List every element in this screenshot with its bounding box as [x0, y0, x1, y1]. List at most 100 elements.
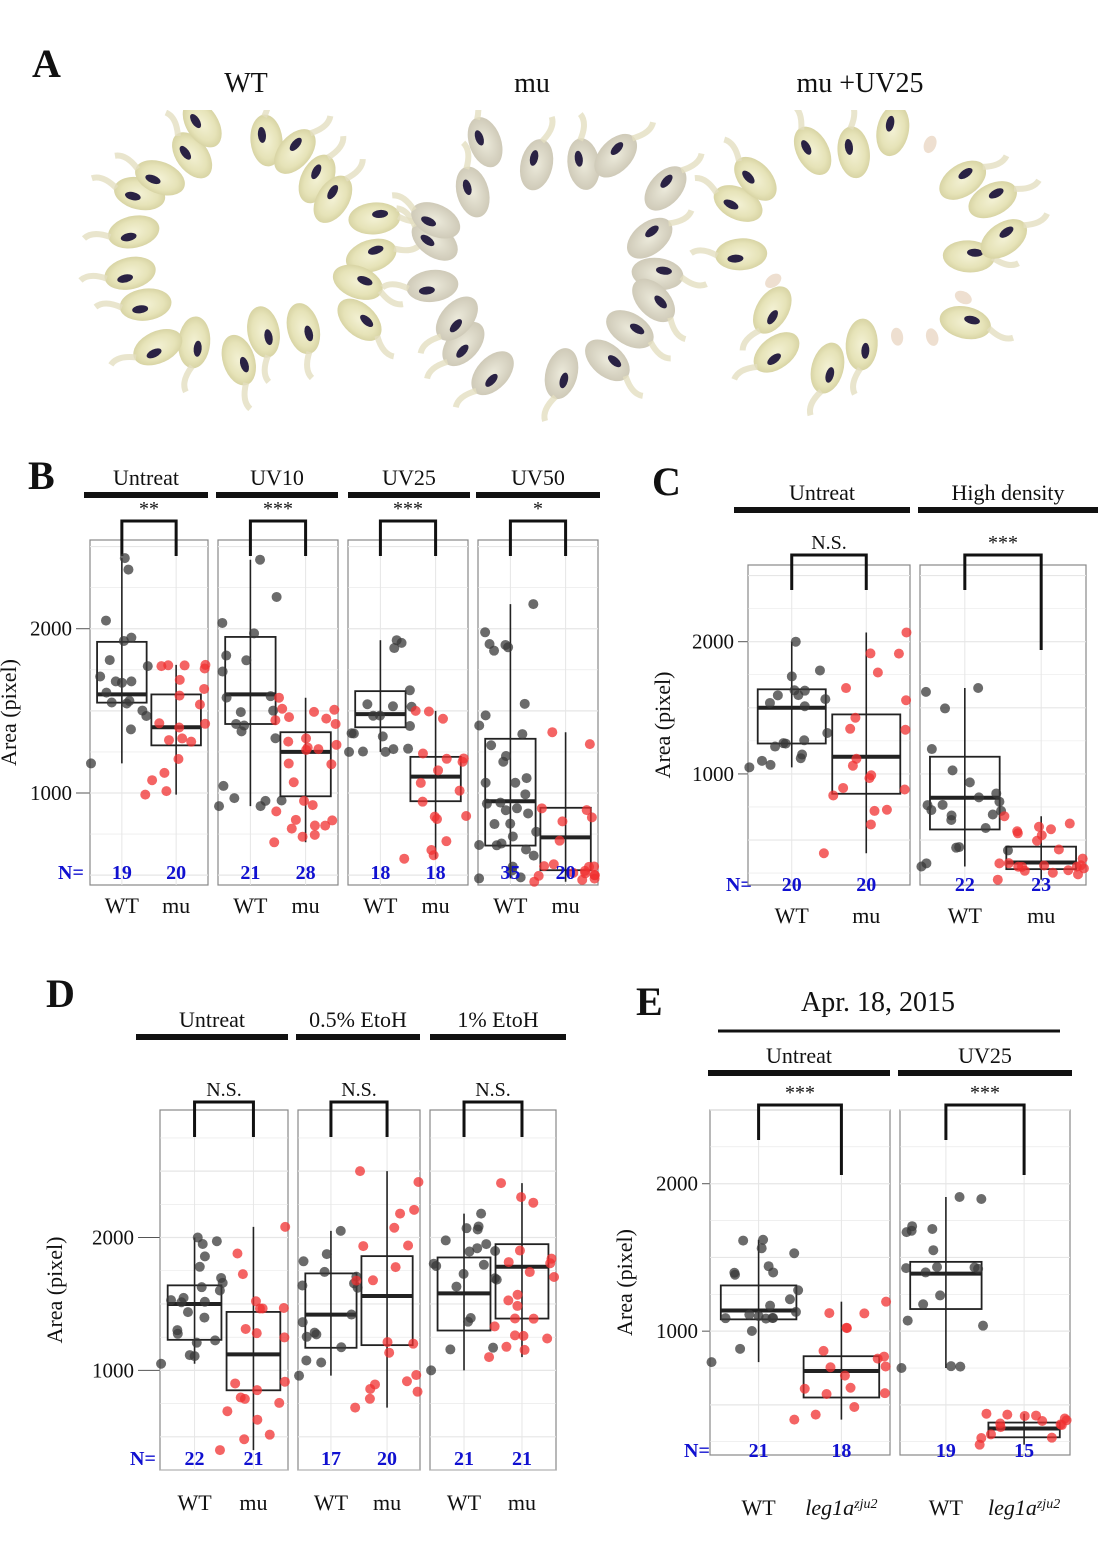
data-point [423, 706, 434, 717]
embryo-tail [668, 209, 695, 227]
embryo-yolk [876, 110, 910, 157]
data-point [178, 1292, 189, 1303]
data-point [159, 767, 170, 778]
embryo-eye [193, 340, 202, 357]
x-category-label: mu [162, 893, 190, 918]
data-point [586, 812, 597, 823]
data-point [239, 1393, 250, 1404]
data-point [271, 806, 282, 817]
n-count: 18 [831, 1440, 851, 1462]
significance-label: *** [785, 1082, 815, 1104]
n-count: 21 [243, 1448, 263, 1470]
embryo [455, 140, 490, 218]
data-point [297, 1280, 308, 1291]
data-point [581, 805, 592, 816]
data-point [820, 694, 831, 705]
embryo-eye [767, 353, 781, 365]
data-point [495, 797, 506, 808]
embryo [337, 298, 395, 360]
data-point [229, 793, 240, 804]
x-category-label: leg1azju2 [805, 1495, 877, 1520]
embryo-eye [120, 232, 137, 242]
data-point [301, 1355, 312, 1366]
data-point [918, 1299, 929, 1310]
data-point [380, 746, 391, 757]
embryo-yolk [104, 256, 156, 290]
embryo [923, 135, 937, 154]
data-point [790, 636, 801, 647]
data-point [1039, 860, 1050, 871]
data-point [252, 1414, 263, 1425]
data-point [154, 718, 165, 729]
embryo-tail [309, 115, 334, 137]
significance-label: ** [139, 498, 159, 520]
data-point [822, 727, 833, 738]
data-point [118, 635, 129, 646]
n-count: 21 [512, 1448, 532, 1470]
data-point [313, 744, 324, 755]
embryo-tail [424, 359, 449, 380]
data-point [221, 650, 232, 661]
data-point [279, 1332, 290, 1343]
data-point [849, 1401, 860, 1412]
data-point [554, 835, 565, 846]
panel-e-label: E [636, 979, 663, 1024]
data-point [935, 1290, 946, 1301]
data-point [140, 789, 151, 800]
embryo-dead [923, 135, 937, 154]
data-point [415, 777, 426, 788]
embryo-tail [1023, 212, 1050, 229]
significance-bracket [790, 553, 868, 590]
data-point [194, 1261, 205, 1272]
data-point [520, 789, 531, 800]
embryo-eye [304, 325, 314, 342]
data-point [268, 705, 279, 716]
data-point [252, 1385, 263, 1396]
embryo-tail [680, 152, 705, 174]
embryo-yolk [734, 156, 777, 201]
embryo-tail [81, 231, 112, 241]
data-point [1064, 818, 1075, 829]
data-point [539, 861, 550, 872]
data-point [1063, 865, 1074, 876]
data-point [1017, 861, 1028, 872]
data-point [367, 1275, 378, 1286]
embryo-tail [391, 192, 417, 212]
data-point [799, 701, 810, 712]
data-point [763, 1261, 774, 1272]
data-point [789, 1248, 800, 1259]
embryo-eye [360, 314, 374, 328]
embryo-yolk [345, 238, 397, 273]
data-point [297, 831, 308, 842]
embryo-tail [731, 363, 758, 381]
data-point [217, 1277, 228, 1288]
data-point [991, 788, 1002, 799]
data-point [893, 648, 904, 659]
embryo-eye [844, 138, 854, 155]
data-point [825, 1362, 836, 1373]
embryo-tail [647, 340, 671, 362]
n-count: 28 [296, 862, 316, 884]
x-category-label: mu [422, 893, 450, 918]
data-point [500, 751, 511, 762]
panel-a-label: A [32, 41, 61, 86]
embryo-dead [925, 328, 939, 346]
data-point [230, 1378, 241, 1389]
significance-label: N.S. [811, 532, 847, 554]
data-point [465, 1312, 476, 1323]
embryo-eye [239, 356, 249, 373]
data-point [797, 749, 808, 760]
y-tick-label: 1000 [692, 762, 734, 786]
embryo-eye [629, 323, 645, 335]
data-point [156, 661, 167, 672]
data-point [344, 746, 355, 757]
data-point [104, 655, 115, 666]
data-point [137, 705, 148, 716]
data-point [237, 1269, 248, 1280]
n-count: 18 [426, 862, 446, 884]
data-point [786, 671, 797, 682]
data-point [375, 710, 386, 721]
data-point [987, 809, 998, 820]
embryo [567, 112, 600, 190]
data-point [461, 810, 472, 821]
